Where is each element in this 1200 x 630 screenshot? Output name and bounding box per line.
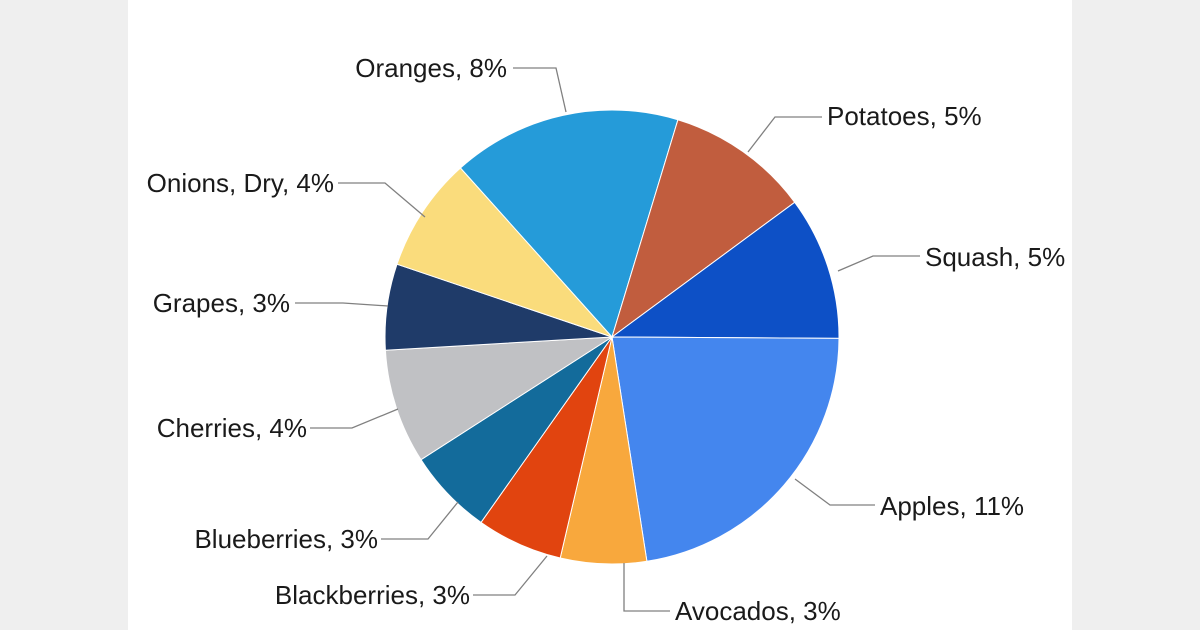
leader-line-cherries bbox=[310, 408, 399, 429]
leader-line-blueberries bbox=[381, 501, 459, 540]
pie-slice-oranges bbox=[459, 109, 679, 338]
leader-line-blackberries bbox=[473, 555, 548, 596]
pie-label-squash: Squash, 5% bbox=[925, 242, 1066, 272]
pie-label-oranges: Oranges, 8% bbox=[355, 53, 507, 83]
pie-slice-potatoes bbox=[611, 119, 796, 339]
pie-label-cherries: Cherries, 4% bbox=[156, 413, 307, 443]
leader-line-avocados bbox=[623, 563, 670, 612]
pie-slice-apples bbox=[611, 336, 840, 562]
pie-label-avocados: Avocados, 3% bbox=[675, 596, 841, 626]
leader-lines bbox=[295, 67, 920, 612]
pie-label-grapes: Grapes, 3% bbox=[152, 288, 290, 318]
leader-line-grapes bbox=[295, 302, 389, 307]
pie-slice-onions-dry bbox=[396, 167, 614, 339]
pie-label-blackberries: Blackberries, 3% bbox=[274, 580, 470, 610]
pie-label-blueberries: Blueberries, 3% bbox=[194, 524, 378, 554]
leader-line-apples bbox=[794, 478, 875, 506]
leader-line-potatoes bbox=[747, 116, 822, 153]
leader-line-squash bbox=[837, 255, 920, 272]
pie-label-onions-dry: Onions, Dry, 4% bbox=[146, 168, 334, 198]
leader-line-oranges bbox=[513, 67, 567, 113]
leader-line-onions-dry bbox=[338, 182, 426, 218]
pie-label-potatoes: Potatoes, 5% bbox=[827, 101, 982, 131]
pie-slice-squash bbox=[610, 201, 840, 339]
pie-slices bbox=[384, 109, 840, 565]
pie-label-apples: Apples, 11% bbox=[880, 491, 1025, 521]
pie-slice-cherries bbox=[384, 336, 614, 461]
